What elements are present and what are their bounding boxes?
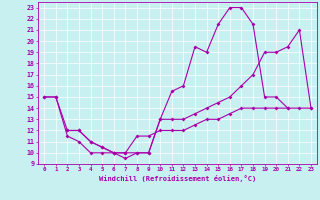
X-axis label: Windchill (Refroidissement éolien,°C): Windchill (Refroidissement éolien,°C)	[99, 175, 256, 182]
